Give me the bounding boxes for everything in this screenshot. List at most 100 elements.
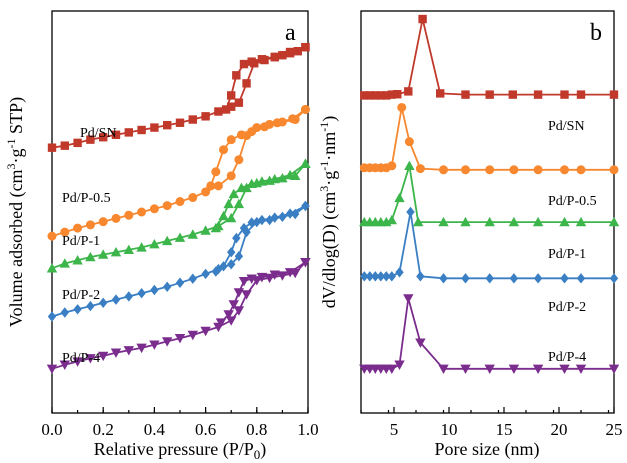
data-point [576, 165, 586, 175]
desorption-line [220, 261, 306, 324]
data-point [233, 306, 245, 316]
data-point [163, 120, 172, 130]
data-point [272, 118, 282, 128]
data-point [174, 334, 186, 344]
data-point [110, 348, 122, 358]
data-point [460, 364, 471, 374]
data-point [60, 307, 69, 318]
data-point [227, 259, 236, 270]
data-point [257, 214, 267, 226]
data-point [461, 90, 470, 99]
x-tick-label: 20 [551, 420, 568, 439]
data-point [162, 235, 173, 246]
series-label: Pd/P-0.5 [548, 194, 597, 209]
data-point [575, 216, 587, 227]
data-point [174, 232, 186, 242]
data-point [247, 57, 256, 66]
data-point [508, 216, 520, 227]
data-point [236, 182, 247, 193]
data-point [438, 364, 449, 374]
data-point [484, 364, 495, 374]
data-point [575, 364, 587, 374]
data-point [485, 90, 494, 99]
data-point [226, 171, 236, 181]
svg-text:Volume adsorbed (cm3·g-1 STP): Volume adsorbed (cm3·g-1 STP) [4, 97, 27, 327]
data-point [187, 330, 198, 341]
desorption-line [209, 108, 306, 187]
data-point [285, 208, 295, 219]
series-label: Pd/SN [548, 119, 585, 134]
desorption-line [215, 163, 306, 229]
data-point [301, 42, 310, 52]
data-point [136, 242, 147, 252]
panel-a-xlabel: Relative pressure (P/P0) [94, 439, 266, 462]
data-point [371, 91, 380, 100]
data-point [436, 89, 445, 98]
data-point [532, 364, 544, 374]
series-pd-p-4: Pd/P-4 [46, 258, 311, 374]
data-point [270, 212, 279, 223]
data-point [73, 138, 82, 148]
series-label: Pd/P-4 [62, 351, 100, 366]
data-point [560, 273, 569, 284]
data-point [247, 217, 256, 228]
series-label: Pd/P-4 [548, 350, 586, 365]
data-point [365, 271, 374, 282]
data-point [99, 297, 108, 309]
data-point [484, 216, 495, 227]
data-point [438, 216, 449, 227]
data-point [404, 87, 413, 96]
data-point [137, 125, 146, 135]
data-point [403, 294, 414, 304]
data-point [213, 181, 223, 191]
data-point [439, 273, 448, 284]
series-pd-p-4: Pd/P-4 [359, 294, 620, 374]
data-point [227, 91, 236, 100]
data-point [175, 118, 185, 127]
data-point [609, 273, 619, 284]
data-point [576, 273, 586, 284]
data-point [256, 272, 268, 283]
data-point [200, 326, 211, 337]
data-point [73, 223, 83, 233]
panel-a-ylabel: Volume adsorbed (cm3·g-1 STP) [4, 97, 27, 327]
data-point [111, 130, 121, 140]
data-point [485, 273, 494, 284]
data-point [382, 91, 391, 100]
data-point [404, 137, 414, 147]
data-point [86, 135, 95, 144]
data-point [226, 212, 237, 223]
x-tick-label: 10 [441, 420, 458, 439]
data-point [387, 271, 396, 282]
data-point [111, 213, 121, 223]
data-point [227, 102, 236, 111]
data-point [47, 231, 57, 241]
data-point [242, 226, 251, 238]
data-point [124, 210, 134, 220]
data-point [365, 91, 374, 100]
data-point [284, 268, 296, 278]
panel-b-xlabel: Pore size (nm) [435, 439, 540, 460]
series-label: Pd/P-0.5 [62, 191, 111, 206]
data-point [47, 143, 57, 152]
data-point [59, 360, 70, 370]
data-point [439, 165, 448, 175]
data-point [508, 90, 517, 99]
data-point [239, 59, 249, 69]
data-point [559, 364, 570, 374]
data-point [608, 216, 620, 227]
series-pd-p-2: Pd/P-2 [360, 206, 619, 315]
x-tick-label: 0.2 [93, 420, 114, 439]
data-point [223, 198, 234, 209]
data-point [219, 145, 229, 155]
series-pd-p-0-5: Pd/P-0.5 [47, 104, 310, 241]
data-point [228, 300, 239, 310]
data-point [393, 90, 402, 99]
x-tick-label: 0.8 [246, 420, 267, 439]
pore-distribution-line [364, 106, 614, 171]
data-point [246, 178, 257, 189]
data-point [416, 271, 425, 282]
data-point [218, 210, 229, 221]
data-point [247, 127, 257, 137]
